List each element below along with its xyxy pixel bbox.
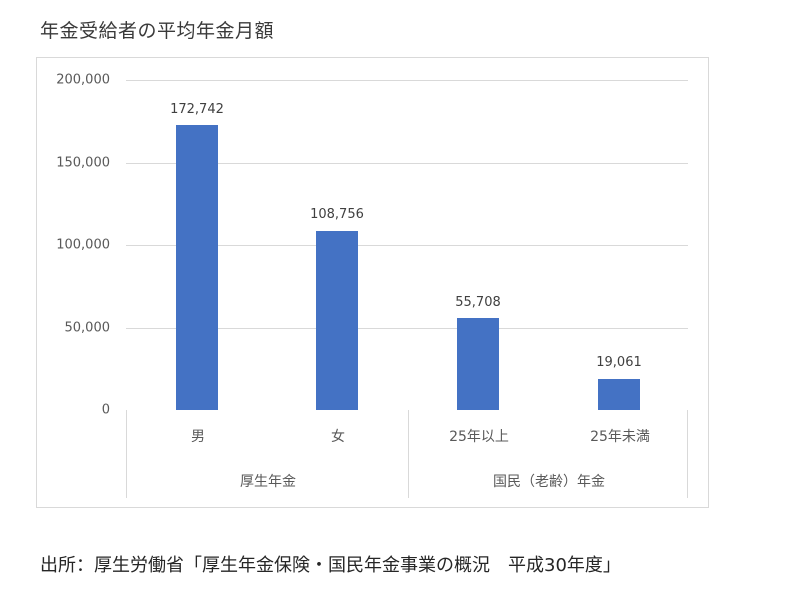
category-label-male: 男 xyxy=(191,429,205,445)
gridline-200000 xyxy=(126,80,688,81)
y-tick-50000: 50,000 xyxy=(64,320,111,335)
y-tick-150000: 150,000 xyxy=(56,155,110,170)
category-label-25yr-plus: 25年以上 xyxy=(449,429,509,445)
category-label-under-25yr: 25年未満 xyxy=(590,429,650,445)
bar-female xyxy=(316,230,358,410)
bar-value-female: 108,756 xyxy=(310,207,364,222)
y-tick-100000: 100,000 xyxy=(56,237,110,253)
bar-25yr-plus xyxy=(457,318,499,410)
bar-under-25yr xyxy=(598,378,640,410)
y-tick-0: 0 xyxy=(101,402,110,418)
category-axis: 男 女 25年以上 25年未満 厚生年金 国民（老齢）年金 xyxy=(126,410,688,498)
gridline-100000 xyxy=(126,245,688,246)
group-label-national-pension: 国民（老齢）年金 xyxy=(493,474,605,490)
bar-value-male: 172,742 xyxy=(170,102,224,117)
category-label-female: 女 xyxy=(331,429,345,445)
page-title: 年金受給者の平均年金月額 xyxy=(40,20,275,42)
bar-male xyxy=(176,125,218,410)
plot-area: 172,742 108,756 55,708 19,061 xyxy=(126,80,688,410)
chart-frame xyxy=(36,57,709,508)
y-tick-200000: 200,000 xyxy=(56,72,110,88)
bar-value-25yr-plus: 55,708 xyxy=(455,295,501,310)
gridline-50000 xyxy=(126,327,688,329)
group-label-employees-pension: 厚生年金 xyxy=(240,474,296,490)
gridline-150000 xyxy=(126,162,688,164)
source-note: 出所：厚生労働省「厚生年金保険・国民年金事業の概況 平成30年度」 xyxy=(40,555,621,576)
group-divider xyxy=(408,410,409,498)
bar-value-under-25yr: 19,061 xyxy=(596,355,642,370)
